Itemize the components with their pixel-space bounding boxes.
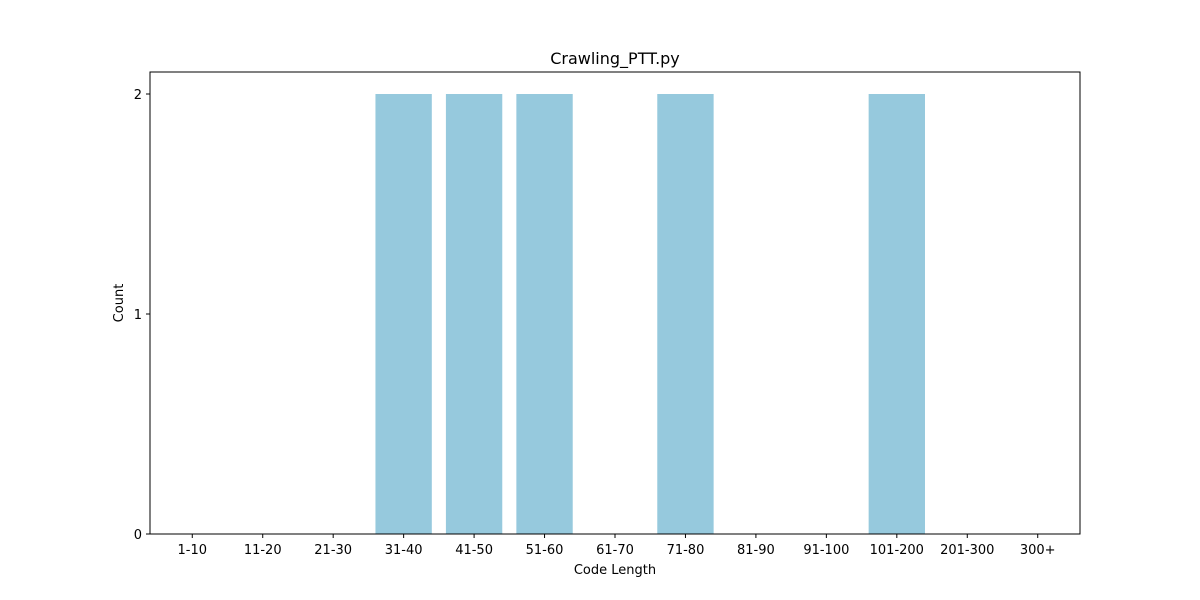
x-tick-label: 71-80 [667,543,705,558]
y-tick-label: 1 [134,308,142,323]
x-tick-label: 11-20 [244,543,282,558]
bar-31-40 [375,94,432,534]
x-tick-label: 81-90 [737,543,775,558]
x-axis-label: Code Length [574,563,656,578]
y-tick-label: 2 [134,88,142,103]
x-tick-label: 101-200 [870,543,924,558]
bar-71-80 [657,94,714,534]
bar-101-200 [868,94,925,534]
y-tick-label: 0 [134,528,142,543]
y-axis-ticks: 0 1 2 [134,88,150,543]
bars-group [375,94,925,534]
x-tick-label: 61-70 [596,543,634,558]
bar-51-60 [516,94,573,534]
bar-41-50 [445,94,503,534]
x-tick-label: 300+ [1020,543,1056,558]
x-tick-label: 51-60 [526,543,564,558]
x-tick-label: 41-50 [455,543,493,558]
chart-title: Crawling_PTT.py [550,49,680,69]
x-axis-ticks: 1-10 11-20 21-30 31-40 41-50 51-60 61-70 71-80 8… [178,534,1056,558]
plot-frame [149,71,1081,535]
x-tick-label: 91-100 [803,543,849,558]
x-tick-label: 1-10 [178,543,208,558]
y-axis-label: Count [112,284,127,323]
x-tick-label: 21-30 [314,543,352,558]
x-tick-label: 201-300 [940,543,994,558]
x-tick-label: 31-40 [385,543,423,558]
